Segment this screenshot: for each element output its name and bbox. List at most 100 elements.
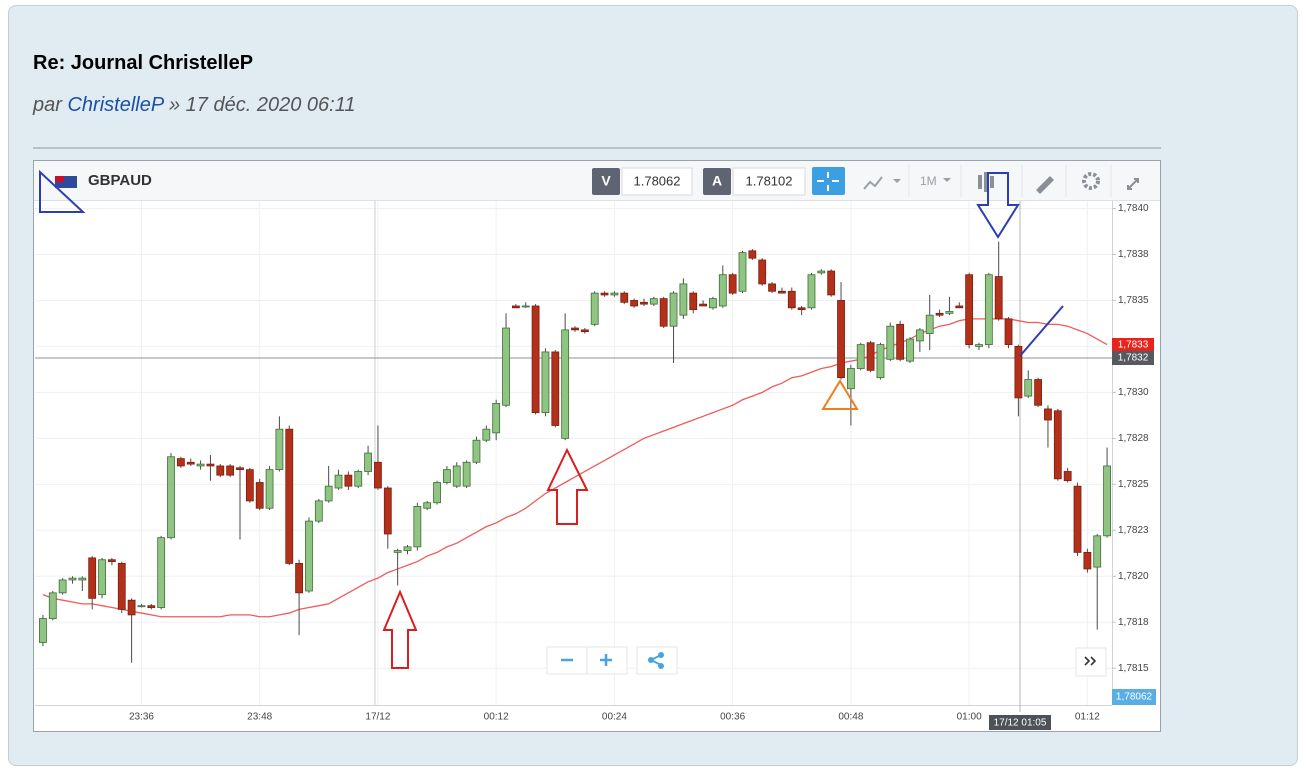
x-tick-label: 01:00 (957, 712, 982, 723)
x-tick-label: 01:12 (1075, 712, 1100, 723)
candle-body (1083, 551, 1092, 570)
candle-body (807, 274, 816, 309)
trend-line (1019, 305, 1064, 357)
candle-body (1014, 346, 1023, 399)
price-tag-label: 1,78062 (1116, 692, 1153, 703)
candle-body (748, 250, 757, 259)
candle-body (295, 563, 304, 594)
candle-body (541, 351, 550, 414)
candle-body (965, 274, 974, 345)
candle-body (472, 439, 481, 463)
time-tag-label: 17/12 01:05 (994, 718, 1047, 729)
candle-body (196, 463, 205, 467)
symbol: GBPAUD (88, 172, 152, 189)
candle-body (452, 465, 461, 487)
y-tick-label: 1,7838 (1118, 249, 1149, 260)
candle-body (896, 323, 905, 360)
candle-body (78, 577, 87, 581)
price-tag-label: 1,7832 (1118, 353, 1149, 364)
candle-body (945, 311, 954, 314)
candle-body (738, 252, 747, 292)
candle-body (206, 463, 215, 467)
candles-icon[interactable] (978, 172, 994, 192)
candle-body (1073, 485, 1082, 553)
up-arrow (546, 447, 589, 525)
candle-body (1063, 471, 1072, 482)
by-label: par (33, 94, 62, 116)
candle-body (620, 292, 629, 303)
timeframe[interactable]: 1M (920, 174, 937, 188)
settings-icon[interactable] (1082, 172, 1100, 190)
post-title: Re: Journal ChristelleP (33, 52, 254, 74)
candle-body (659, 298, 668, 327)
candle-body (236, 467, 244, 471)
dropdown-icon (943, 178, 951, 182)
candle-body (994, 276, 1003, 320)
y-tick-label: 1,7818 (1118, 617, 1149, 628)
y-tick-label: 1,7820 (1118, 571, 1149, 582)
candle-body (600, 292, 609, 296)
x-tick-label: 23:36 (129, 712, 154, 723)
share-button[interactable] (636, 646, 678, 675)
x-tick-label: 00:12 (484, 712, 509, 723)
separator (33, 147, 1161, 149)
candle-body (98, 559, 106, 596)
price-tag (1112, 689, 1156, 705)
candle-body (285, 428, 294, 564)
candle-body (1093, 535, 1102, 568)
candle-body (314, 500, 323, 522)
share-dot (648, 657, 654, 663)
candle-body (768, 283, 776, 292)
candle-body (88, 557, 97, 599)
candle-body (817, 270, 826, 274)
x-tick-label: 23:48 (247, 712, 272, 723)
candle-body (630, 300, 639, 307)
candle-body (117, 563, 126, 610)
candle-body (1044, 408, 1052, 421)
candle-body (354, 471, 363, 487)
candle-body (107, 559, 116, 562)
ask-badge (703, 168, 731, 195)
x-tick-label: 00:24 (602, 712, 627, 723)
candle-body (482, 428, 491, 441)
candle-body (827, 270, 836, 296)
candle-body (984, 274, 993, 345)
author-link[interactable]: ChristelleP (67, 94, 164, 116)
indicator-icon[interactable] (863, 176, 883, 190)
candle-body (699, 303, 707, 307)
draw-icon[interactable] (1036, 176, 1054, 194)
bid-label: V (601, 173, 611, 189)
candle-body (669, 292, 678, 327)
flag-icon-part (55, 176, 64, 182)
candle-body (167, 456, 175, 539)
bid-badge (592, 168, 620, 195)
candle-body (915, 329, 924, 342)
fullscreen-icon[interactable] (1127, 178, 1139, 190)
candle-body (127, 599, 136, 616)
candle-body (511, 305, 520, 309)
candle-body (580, 329, 589, 333)
scroll-end-button[interactable] (1075, 647, 1107, 677)
candle-body (245, 469, 254, 502)
candle-body (226, 465, 235, 476)
dropdown-icon (893, 179, 901, 183)
crosshair-button[interactable] (812, 167, 845, 195)
candle-body (186, 461, 195, 465)
candle-body (364, 452, 372, 472)
candle-body (846, 368, 855, 390)
candle-body (492, 403, 501, 434)
time-tag (989, 715, 1051, 730)
candle-body (679, 283, 688, 316)
price-tag (1112, 351, 1154, 365)
y-tick-label: 1,7825 (1118, 479, 1149, 490)
chart: GBPAUD V 1.78062 A 1.78102 1M 1,7840 1,78… (33, 160, 1161, 732)
candle-body (374, 461, 382, 489)
candle-body (58, 579, 67, 594)
candle-body (797, 307, 806, 311)
y-tick-label: 1,7815 (1118, 663, 1149, 674)
candle-body (856, 344, 865, 369)
candle-body (39, 618, 47, 643)
candle-body (906, 338, 914, 362)
zoom-in-icon (600, 654, 612, 666)
